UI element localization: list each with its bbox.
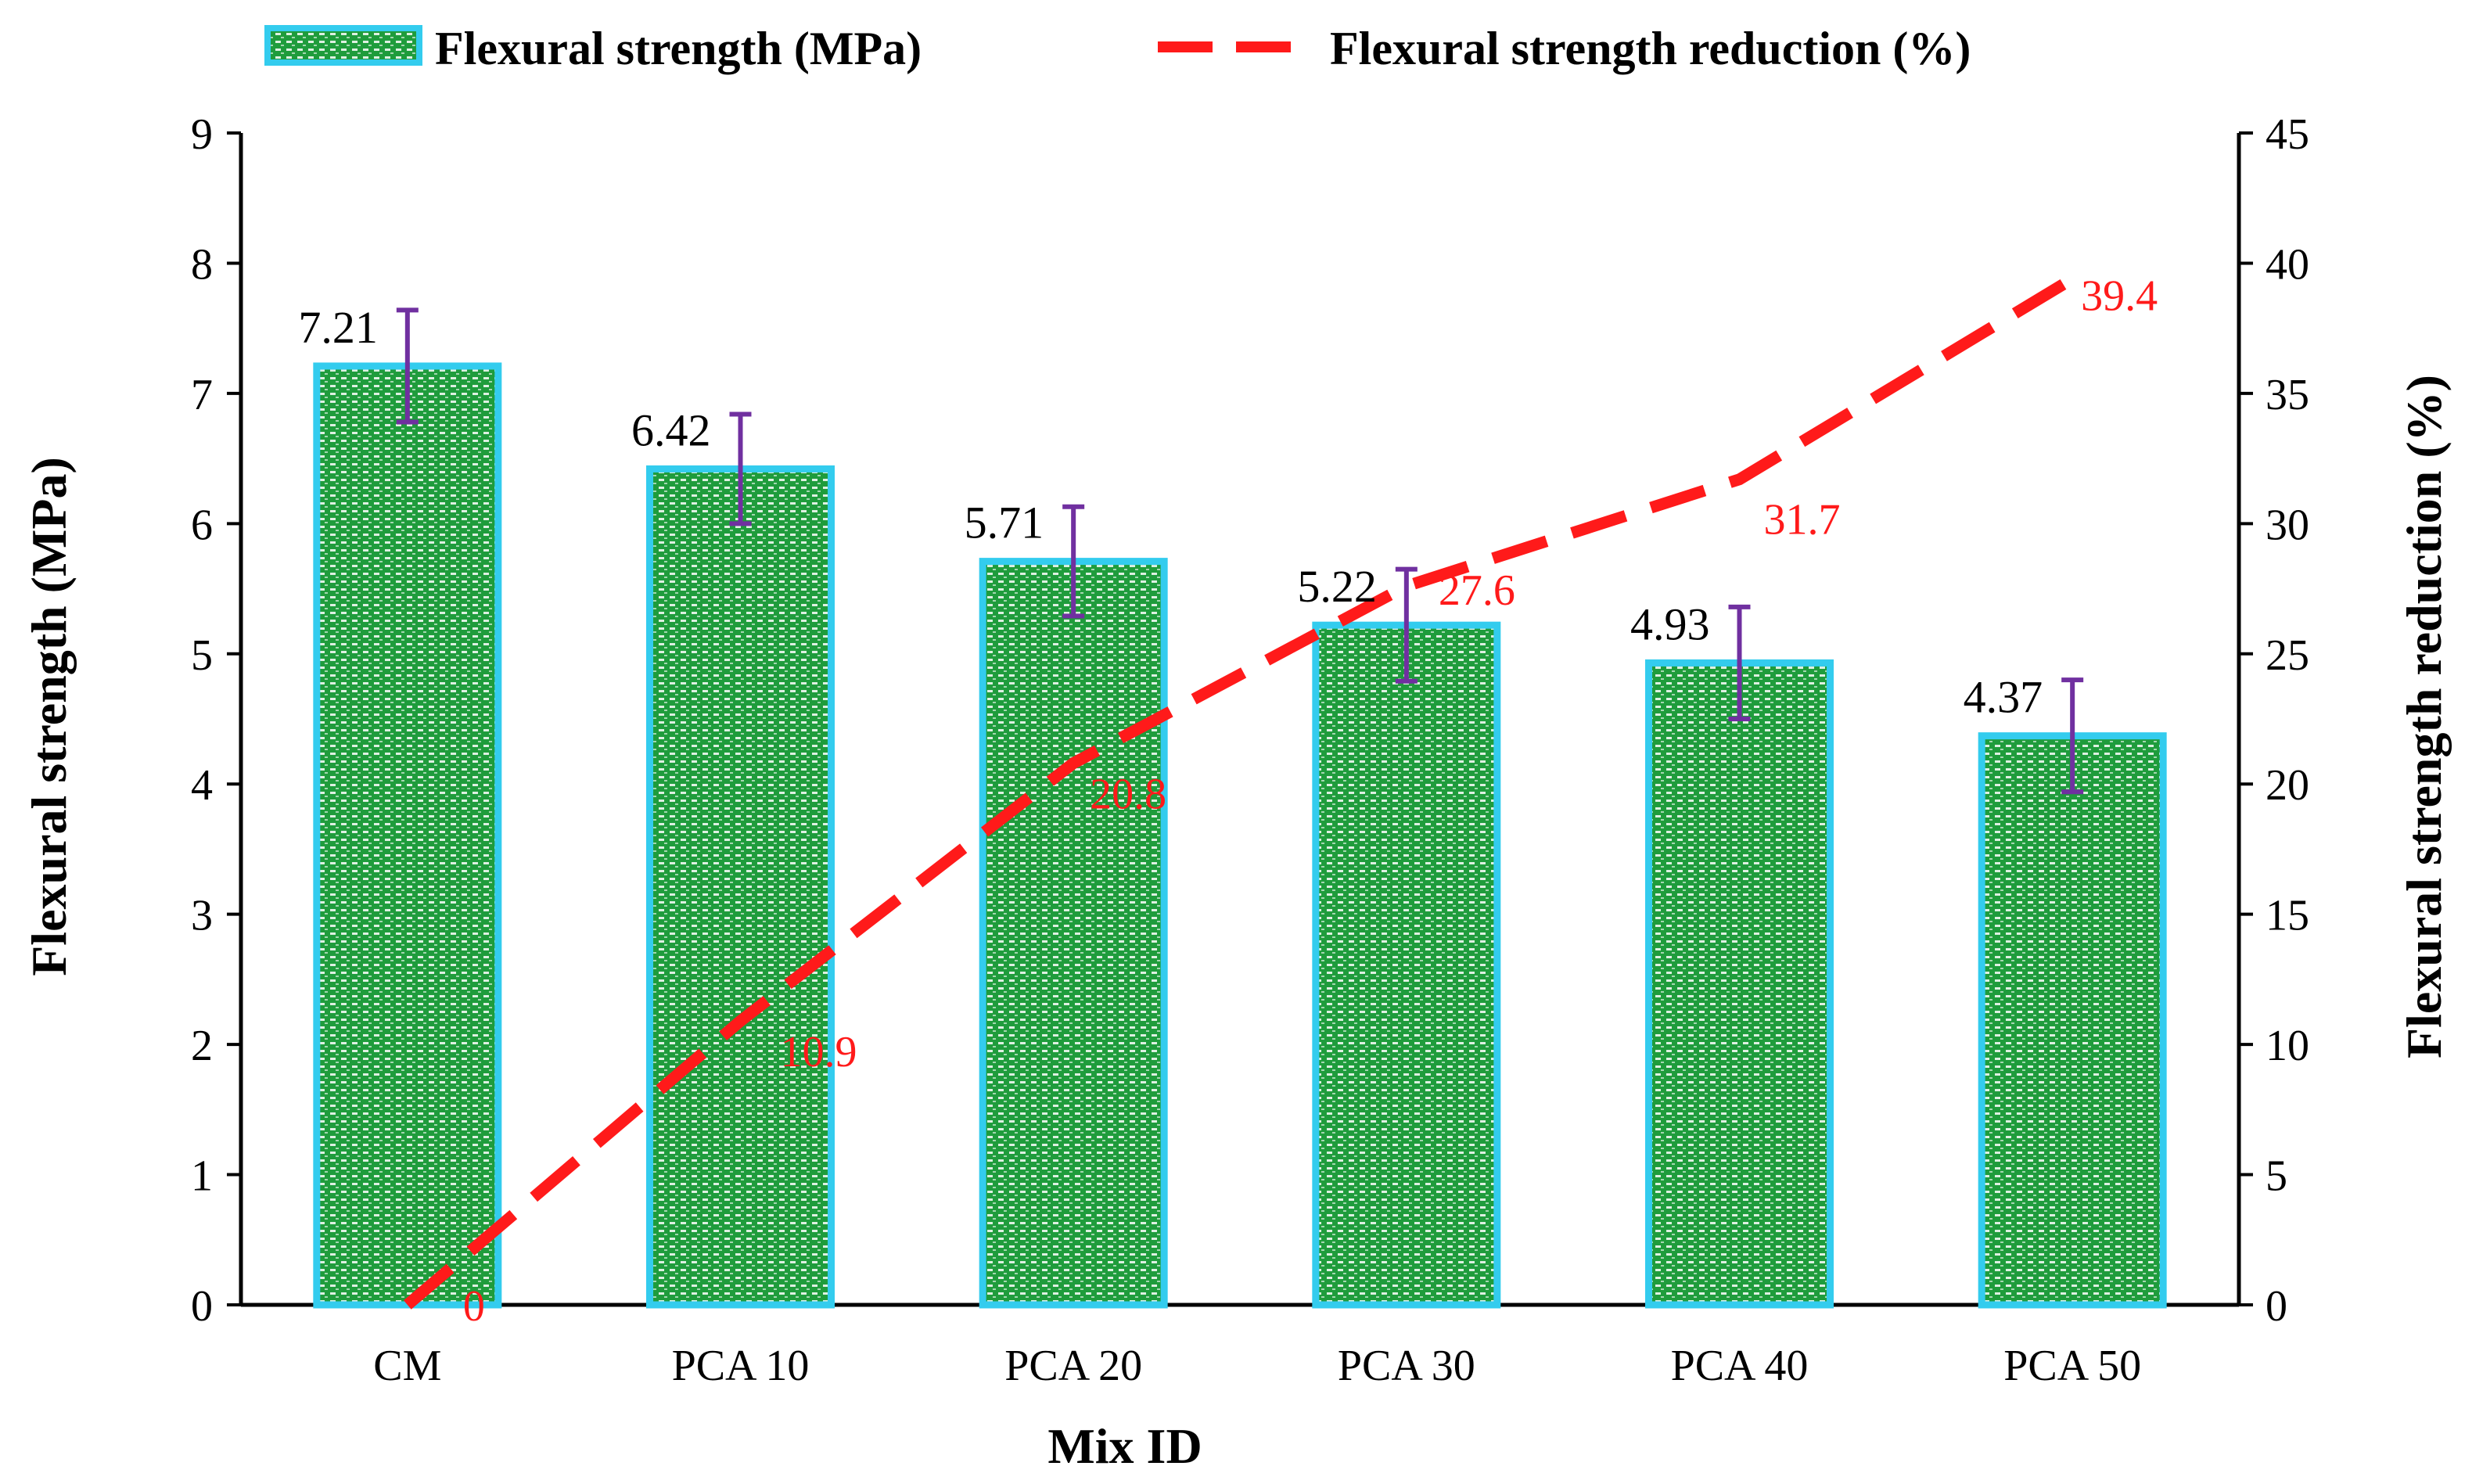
bar-value-label: 4.93 xyxy=(1630,598,1710,649)
y-tick-label: 8 xyxy=(191,240,213,289)
legend: Flexural strength (MPa) Flexural strengt… xyxy=(264,23,1971,74)
reduction-value-label: 31.7 xyxy=(1764,496,1841,544)
y-tick-label: 3 xyxy=(191,892,213,940)
x-tick-label: PCA 30 xyxy=(1338,1342,1475,1390)
reduction-value-label: 20.8 xyxy=(1090,771,1166,819)
reduction-line xyxy=(403,273,2076,1310)
bar xyxy=(646,465,835,1309)
bar-value-label: 4.37 xyxy=(1964,672,2043,723)
bar xyxy=(313,362,502,1309)
y-tick-label: 9 xyxy=(191,110,213,159)
y2-tick-label: 45 xyxy=(2266,110,2309,159)
y2-tick-label: 25 xyxy=(2266,631,2309,680)
y-tick-label: 2 xyxy=(191,1022,213,1070)
y2-tick-label: 10 xyxy=(2266,1022,2309,1070)
bar-value-label: 5.22 xyxy=(1297,561,1377,612)
y2-axis-title: Flexural strength reduction (%) xyxy=(2396,375,2452,1058)
y-tick-label: 1 xyxy=(191,1152,213,1201)
y-tick-label: 5 xyxy=(191,631,213,680)
reduction-series-line xyxy=(403,273,2076,1310)
bar xyxy=(1312,621,1501,1309)
reduction-value-label: 27.6 xyxy=(1439,566,1515,615)
y-tick-label: 0 xyxy=(191,1282,213,1331)
y2-tick-label: 40 xyxy=(2266,240,2309,289)
reduction-value-label: 0 xyxy=(463,1282,485,1331)
x-tick-label: PCA 10 xyxy=(672,1342,810,1390)
bar xyxy=(1645,659,1834,1309)
y2-tick-label: 30 xyxy=(2266,501,2309,549)
error-bars xyxy=(396,307,2084,795)
bar xyxy=(1978,732,2167,1309)
y2-tick-label: 15 xyxy=(2266,892,2309,940)
bar-value-label: 6.42 xyxy=(631,404,711,455)
legend-bar-swatch xyxy=(264,25,422,66)
x-tick-label: PCA 40 xyxy=(1671,1342,1809,1390)
x-tick-label: CM xyxy=(373,1342,441,1390)
legend-line-label: Flexural strength reduction (%) xyxy=(1330,23,1971,74)
legend-bar-label: Flexural strength (MPa) xyxy=(435,23,922,74)
bars xyxy=(313,362,2167,1309)
y-axis-title: Flexural strength (MPa) xyxy=(21,457,77,976)
y2-tick-label: 5 xyxy=(2266,1152,2287,1201)
y-tick-label: 4 xyxy=(191,761,213,810)
y-tick-label: 7 xyxy=(191,371,213,419)
x-axis-title: Mix ID xyxy=(1047,1418,1202,1474)
bar xyxy=(979,558,1168,1309)
reduction-value-label: 10.9 xyxy=(781,1028,857,1076)
reduction-value-label: 39.4 xyxy=(2081,271,2158,320)
y-tick-label: 6 xyxy=(191,501,213,549)
y2-tick-label: 0 xyxy=(2266,1282,2287,1331)
x-tick-label: PCA 20 xyxy=(1004,1342,1142,1390)
y2-tick-label: 35 xyxy=(2266,371,2309,419)
bar-value-label: 7.21 xyxy=(298,302,378,353)
bar-value-label: 5.71 xyxy=(965,498,1044,548)
x-tick-label: PCA 50 xyxy=(2003,1342,2141,1390)
data-labels: 7.21 6.42 5.71 5.22 4.93 4.37 0 10.9 20.8 27.6 31.… xyxy=(298,271,2158,1331)
y2-tick-label: 20 xyxy=(2266,761,2309,810)
